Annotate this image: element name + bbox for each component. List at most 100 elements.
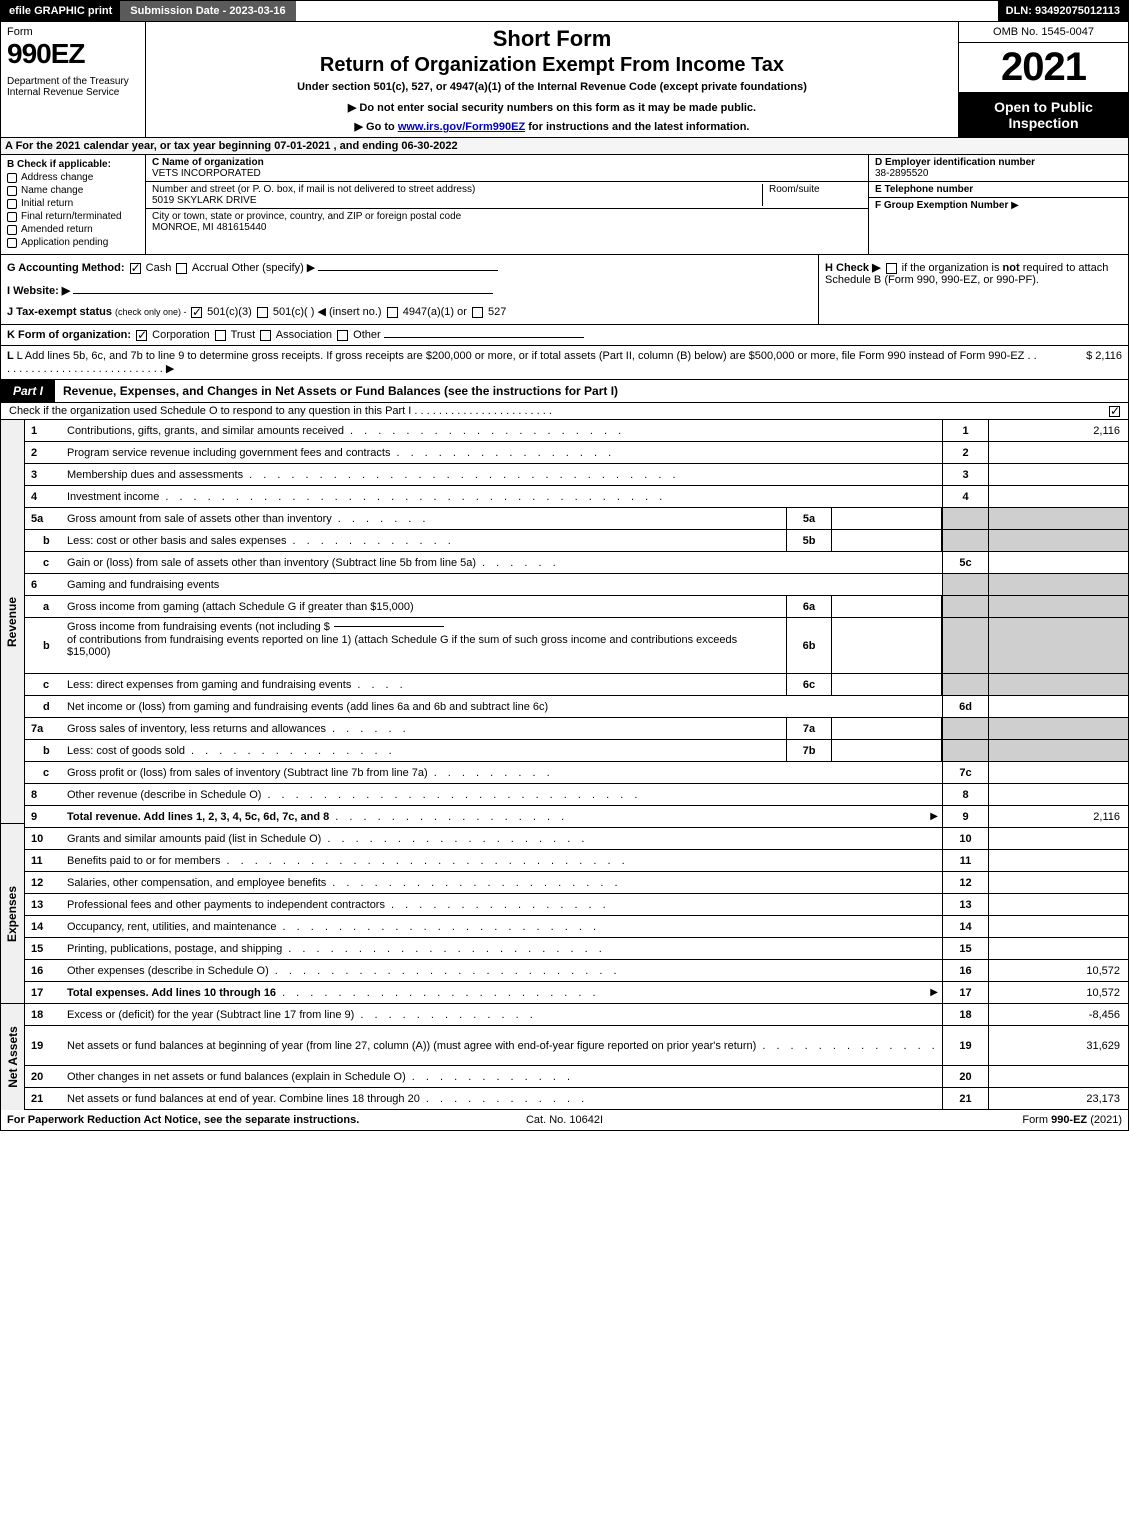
section-b: B Check if applicable: Address change Na…	[1, 155, 146, 254]
rnum-shaded	[942, 574, 988, 595]
desc-text: Gross sales of inventory, less returns a…	[67, 723, 326, 735]
vertical-labels: Revenue Expenses Net Assets	[1, 420, 25, 1110]
k-opt-assoc: Association	[276, 329, 332, 341]
lnum: 21	[25, 1088, 63, 1109]
checkbox-icon[interactable]	[7, 238, 17, 248]
footer-right-pre: Form	[1022, 1114, 1051, 1126]
lnum: 2	[25, 442, 63, 463]
checkbox-icon[interactable]	[7, 173, 17, 183]
lnum: c	[25, 552, 63, 573]
ssn-warning: ▶ Do not enter social security numbers o…	[348, 101, 756, 114]
row-18: 18 Excess or (deficit) for the year (Sub…	[25, 1004, 1128, 1026]
ldesc: Net assets or fund balances at beginning…	[63, 1026, 942, 1065]
checkbox-4947[interactable]	[387, 307, 398, 318]
desc-text: Program service revenue including govern…	[67, 447, 390, 459]
dots: . . . .	[357, 679, 782, 691]
k-other-input[interactable]	[384, 337, 584, 338]
checkbox-icon[interactable]	[7, 212, 17, 222]
desc-text: Gross income from gaming (attach Schedul…	[67, 601, 414, 613]
row-5b: b Less: cost or other basis and sales ex…	[25, 530, 1128, 552]
chk-name-change[interactable]: Name change	[7, 185, 139, 196]
checkbox-other[interactable]	[337, 330, 348, 341]
rval	[988, 1066, 1128, 1087]
desc-text: Excess or (deficit) for the year (Subtra…	[67, 1009, 354, 1021]
website-input[interactable]	[73, 293, 493, 294]
chk-application-pending[interactable]: Application pending	[7, 237, 139, 248]
chk-label: Application pending	[21, 237, 108, 248]
sub-num: 6a	[786, 596, 832, 617]
lnum: 18	[25, 1004, 63, 1025]
rnum: 12	[942, 872, 988, 893]
gh-row: G Accounting Method: Cash Accrual Other …	[0, 255, 1129, 325]
row-19: 19 Net assets or fund balances at beginn…	[25, 1026, 1128, 1066]
chk-final-return[interactable]: Final return/terminated	[7, 211, 139, 222]
desc-text: Gain or (loss) from sale of assets other…	[67, 557, 476, 569]
checkbox-527[interactable]	[472, 307, 483, 318]
sub-num: 7b	[786, 740, 832, 761]
k-opt-corp: Corporation	[152, 329, 209, 341]
omb-number: OMB No. 1545-0047	[959, 22, 1128, 43]
e-label: E Telephone number	[875, 184, 973, 195]
rval	[988, 850, 1128, 871]
tax-year: 2021	[959, 43, 1128, 93]
ldesc: Other expenses (describe in Schedule O).…	[63, 960, 942, 981]
efile-label[interactable]: efile GRAPHIC print	[1, 1, 120, 21]
rval	[988, 442, 1128, 463]
checkbox-part1[interactable]	[1109, 406, 1120, 417]
dots: . . . . . . . . . . . . . . . . .	[335, 811, 930, 823]
desc-text: Net income or (loss) from gaming and fun…	[67, 701, 548, 713]
checkbox-icon[interactable]	[7, 225, 17, 235]
chk-initial-return[interactable]: Initial return	[7, 198, 139, 209]
j-opt2: 501(c)( ) ◀ (insert no.)	[273, 306, 382, 318]
footer-mid: Cat. No. 10642I	[379, 1114, 751, 1126]
form-id-block: Form 990EZ Department of the Treasury In…	[1, 22, 146, 137]
rnum: 16	[942, 960, 988, 981]
checkbox-accrual[interactable]	[176, 263, 187, 274]
chk-address-change[interactable]: Address change	[7, 172, 139, 183]
row-20: 20 Other changes in net assets or fund b…	[25, 1066, 1128, 1088]
contrib-input[interactable]	[334, 626, 444, 627]
lnum: 1	[25, 420, 63, 441]
section-a: A For the 2021 calendar year, or tax yea…	[0, 138, 1129, 155]
short-form-title: Short Form	[493, 26, 612, 52]
g-other-input[interactable]	[318, 270, 498, 271]
ldesc: Benefits paid to or for members. . . . .…	[63, 850, 942, 871]
dots: . . . . . . . . . . . . . . . . . . . . …	[267, 789, 938, 801]
checkbox-association[interactable]	[260, 330, 271, 341]
irs-link[interactable]: www.irs.gov/Form990EZ	[398, 121, 525, 133]
c-name-value: VETS INCORPORATED	[152, 168, 261, 179]
dots: . . . . . . .	[338, 513, 782, 525]
checkbox-icon[interactable]	[7, 186, 17, 196]
ldesc: Net income or (loss) from gaming and fun…	[63, 696, 942, 717]
row-6: 6 Gaming and fundraising events	[25, 574, 1128, 596]
checkbox-h[interactable]	[886, 263, 897, 274]
h-not: not	[1003, 262, 1020, 274]
desc-text: Total revenue. Add lines 1, 2, 3, 4, 5c,…	[67, 811, 329, 823]
checkbox-corporation[interactable]	[136, 330, 147, 341]
rnum-shaded	[942, 596, 988, 617]
row-17: 17 Total expenses. Add lines 10 through …	[25, 982, 1128, 1004]
rval-shaded	[988, 718, 1128, 739]
rnum: 2	[942, 442, 988, 463]
rnum: 9	[942, 806, 988, 827]
checkbox-icon[interactable]	[7, 199, 17, 209]
checkbox-cash[interactable]	[130, 263, 141, 274]
checkbox-501c[interactable]	[257, 307, 268, 318]
checkbox-trust[interactable]	[215, 330, 226, 341]
lnum: 5a	[25, 508, 63, 529]
ldesc: Program service revenue including govern…	[63, 442, 942, 463]
arrow-icon: ▶	[930, 811, 938, 822]
chk-amended-return[interactable]: Amended return	[7, 224, 139, 235]
rval	[988, 784, 1128, 805]
rnum: 10	[942, 828, 988, 849]
row-6d: d Net income or (loss) from gaming and f…	[25, 696, 1128, 718]
form-word: Form	[7, 26, 139, 38]
row-7a: 7a Gross sales of inventory, less return…	[25, 718, 1128, 740]
footer-left: For Paperwork Reduction Act Notice, see …	[7, 1114, 379, 1126]
arrow-icon: ▶	[930, 987, 938, 998]
row-9: 9 Total revenue. Add lines 1, 2, 3, 4, 5…	[25, 806, 1128, 828]
c-city-label: City or town, state or province, country…	[152, 211, 461, 222]
lnum: d	[25, 696, 63, 717]
checkbox-501c3[interactable]	[191, 307, 202, 318]
ldesc: Total revenue. Add lines 1, 2, 3, 4, 5c,…	[63, 806, 942, 827]
